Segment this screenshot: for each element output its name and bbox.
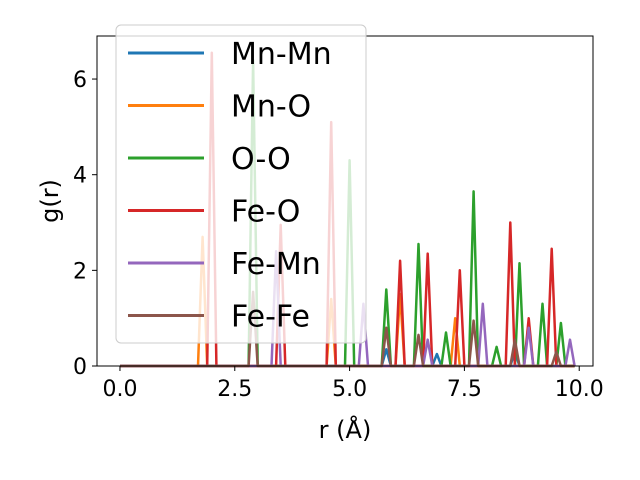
legend-label-fe-o: Fe-O — [231, 195, 300, 230]
legend-box — [115, 24, 367, 344]
y-axis-label: g(r) — [36, 179, 64, 223]
x-tick-label: 10.0 — [555, 377, 604, 402]
y-tick-label: 0 — [73, 355, 87, 380]
x-tick-label: 7.5 — [447, 377, 482, 402]
x-axis: 0.0 2.5 5.0 7.5 10.0 — [102, 366, 604, 402]
y-tick-label: 2 — [73, 259, 87, 284]
y-tick-label: 4 — [73, 164, 87, 189]
legend: Mn-Mn Mn-O O-O Fe-O Fe-Mn Fe-Fe — [115, 24, 367, 344]
x-axis-label: r (Å) — [319, 415, 372, 444]
y-axis: 0 2 4 6 — [73, 68, 97, 380]
legend-label-fe-mn: Fe-Mn — [231, 247, 321, 282]
x-tick-label: 0.0 — [102, 377, 137, 402]
legend-label-o-o: O-O — [231, 142, 291, 177]
legend-label-fe-fe: Fe-Fe — [231, 300, 310, 335]
y-tick-label: 6 — [73, 68, 87, 93]
legend-label-mn-mn: Mn-Mn — [231, 37, 332, 72]
x-tick-label: 5.0 — [332, 377, 367, 402]
legend-label-mn-o: Mn-O — [231, 90, 311, 125]
x-tick-label: 2.5 — [217, 377, 252, 402]
